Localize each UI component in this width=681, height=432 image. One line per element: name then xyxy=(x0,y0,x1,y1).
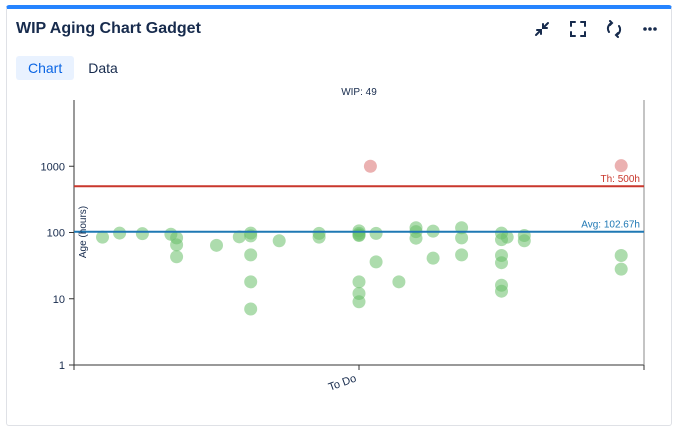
data-point xyxy=(614,262,628,276)
gadget-panel xyxy=(6,5,672,426)
x-tick-label: To Do xyxy=(327,373,358,394)
outlier-point xyxy=(614,159,628,173)
chart-title: WIP: 49 xyxy=(341,87,377,98)
data-point xyxy=(135,227,149,241)
data-point xyxy=(517,234,531,248)
data-point xyxy=(232,230,246,244)
more-icon[interactable] xyxy=(639,18,661,40)
data-point xyxy=(244,248,258,262)
data-point xyxy=(352,295,366,309)
data-point xyxy=(210,238,223,252)
data-point xyxy=(455,248,469,262)
data-point xyxy=(113,226,127,240)
data-point xyxy=(392,275,406,289)
fullscreen-icon[interactable] xyxy=(567,18,589,40)
gadget-title: WIP Aging Chart Gadget xyxy=(16,20,201,37)
y-tick-label: 1 xyxy=(59,360,65,372)
data-point xyxy=(352,275,366,289)
data-point xyxy=(409,231,423,245)
data-point xyxy=(170,238,184,252)
data-point xyxy=(244,302,258,316)
tab-chart[interactable]: Chart xyxy=(16,56,75,80)
threshold-line-label: Th: 500h xyxy=(601,174,640,185)
y-tick-label: 10 xyxy=(53,294,65,306)
data-point xyxy=(96,230,109,244)
minimize-icon[interactable] xyxy=(531,18,553,40)
data-point xyxy=(272,234,286,248)
y-tick-label: 100 xyxy=(47,228,65,240)
view-tabs: Chart Data xyxy=(16,56,130,80)
data-point xyxy=(614,248,628,262)
gadget-toolbar xyxy=(531,18,661,40)
data-point xyxy=(170,250,184,264)
y-tick-label: 1000 xyxy=(41,161,65,173)
data-point xyxy=(244,275,258,289)
average-line-label: Avg: 102.67h xyxy=(581,220,640,231)
tab-data[interactable]: Data xyxy=(88,60,118,76)
refresh-icon[interactable] xyxy=(603,18,625,40)
data-point xyxy=(500,230,514,244)
data-point xyxy=(455,231,469,245)
data-point xyxy=(426,251,440,265)
data-point xyxy=(495,256,508,270)
data-point xyxy=(369,226,383,240)
data-point xyxy=(495,284,508,298)
outlier-point xyxy=(363,159,377,173)
y-axis-label: Age (hours) xyxy=(78,206,89,258)
data-point xyxy=(312,230,326,244)
data-point xyxy=(369,255,383,269)
